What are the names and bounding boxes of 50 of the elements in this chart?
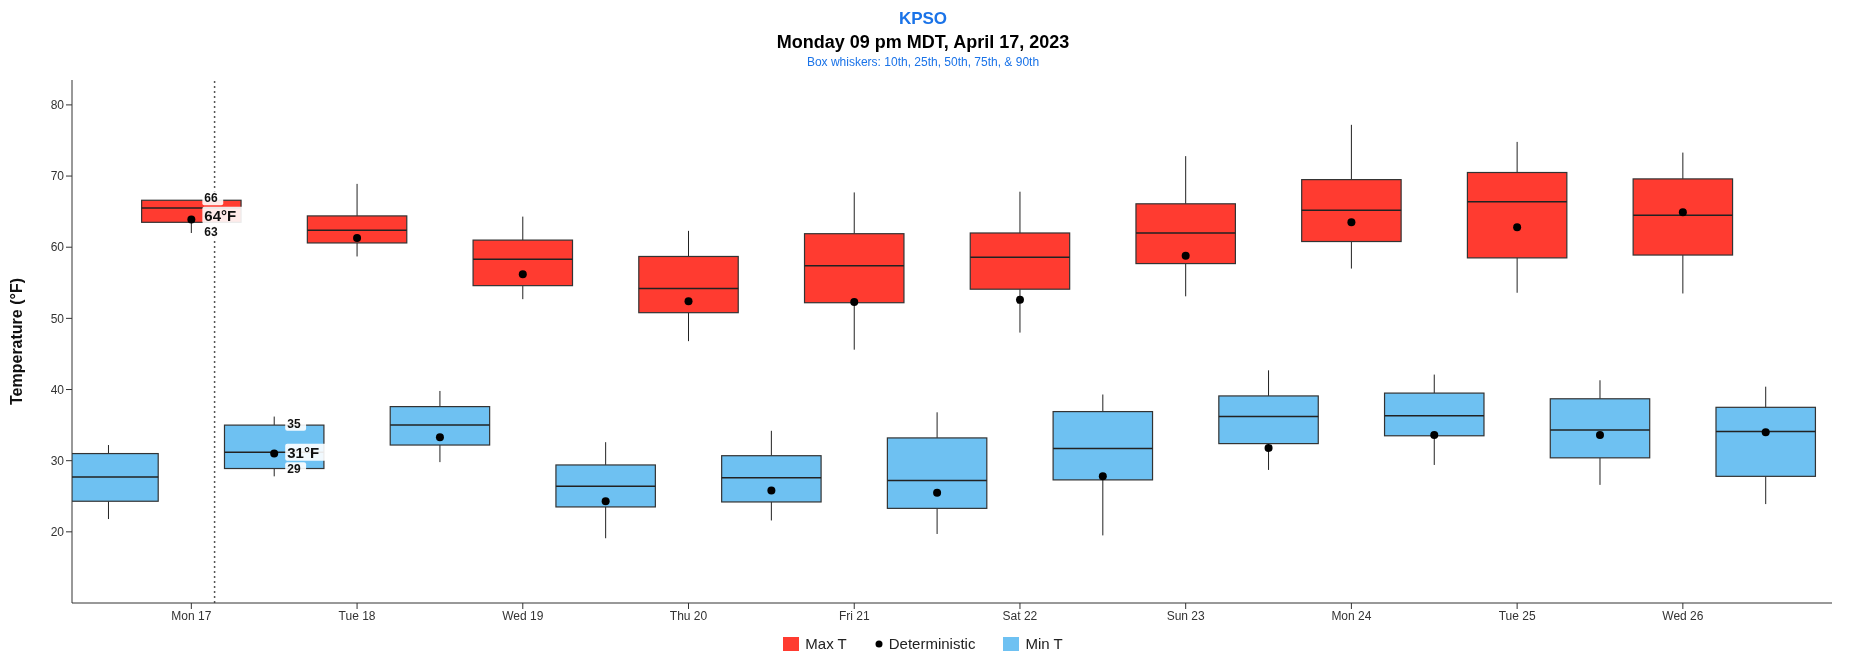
annotation: 64°F bbox=[204, 206, 237, 224]
point bbox=[1347, 218, 1356, 227]
y-tick-label: 60 bbox=[50, 240, 65, 255]
x-tick-label: Tue 25 bbox=[1498, 608, 1536, 623]
point bbox=[850, 298, 859, 307]
point bbox=[518, 270, 527, 279]
point bbox=[684, 297, 693, 306]
legend-label: Max T bbox=[805, 635, 847, 652]
point bbox=[767, 486, 776, 495]
x-tick-label: Sat 22 bbox=[1002, 608, 1038, 623]
annotation: 63 bbox=[204, 225, 219, 240]
x-tick-label: Wed 26 bbox=[1662, 608, 1704, 623]
point bbox=[353, 233, 362, 242]
point bbox=[933, 488, 942, 497]
point bbox=[1264, 443, 1273, 452]
chart-title: KPSO bbox=[897, 8, 949, 30]
annotation: 66 bbox=[204, 191, 219, 206]
point bbox=[1098, 472, 1107, 481]
point bbox=[1015, 295, 1024, 304]
x-tick-label: Sun 23 bbox=[1166, 608, 1206, 623]
x-tick-label: Wed 19 bbox=[502, 608, 544, 623]
point bbox=[187, 215, 196, 224]
legend-label: Deterministic bbox=[888, 635, 976, 652]
chart-subtitle: Monday 09 pm MDT, April 17, 2023 bbox=[775, 31, 1071, 54]
x-tick-label: Thu 20 bbox=[669, 608, 708, 623]
y-tick-label: 20 bbox=[50, 525, 65, 540]
x-tick-label: Mon 17 bbox=[171, 608, 212, 623]
legend-label: Min T bbox=[1025, 635, 1063, 652]
annotation: 35 bbox=[287, 416, 301, 431]
point bbox=[1595, 431, 1604, 440]
y-tick-label: 50 bbox=[50, 311, 65, 326]
point bbox=[1181, 251, 1190, 260]
annotation: 31°F bbox=[287, 443, 320, 461]
y-tick-label: 80 bbox=[50, 98, 65, 113]
point bbox=[270, 449, 279, 458]
text: Box whiskers: 10th, 25th, 50th, 75th, & 90th bbox=[805, 54, 1041, 70]
point bbox=[435, 433, 444, 442]
point bbox=[1761, 428, 1770, 437]
x-tick-label: Fri 21 bbox=[838, 608, 870, 623]
point bbox=[1513, 223, 1522, 232]
point bbox=[1678, 208, 1687, 217]
x-tick-label: Mon 24 bbox=[1331, 608, 1372, 623]
point bbox=[1430, 431, 1439, 440]
point bbox=[601, 497, 610, 506]
y-tick-label: 40 bbox=[50, 382, 65, 397]
y-axis-title: Temperature (°F) bbox=[7, 277, 25, 406]
x-tick-label: Tue 18 bbox=[338, 608, 376, 623]
y-tick-label: 70 bbox=[50, 169, 65, 184]
y-tick-label: 30 bbox=[50, 453, 65, 468]
annotation: 29 bbox=[287, 462, 301, 477]
